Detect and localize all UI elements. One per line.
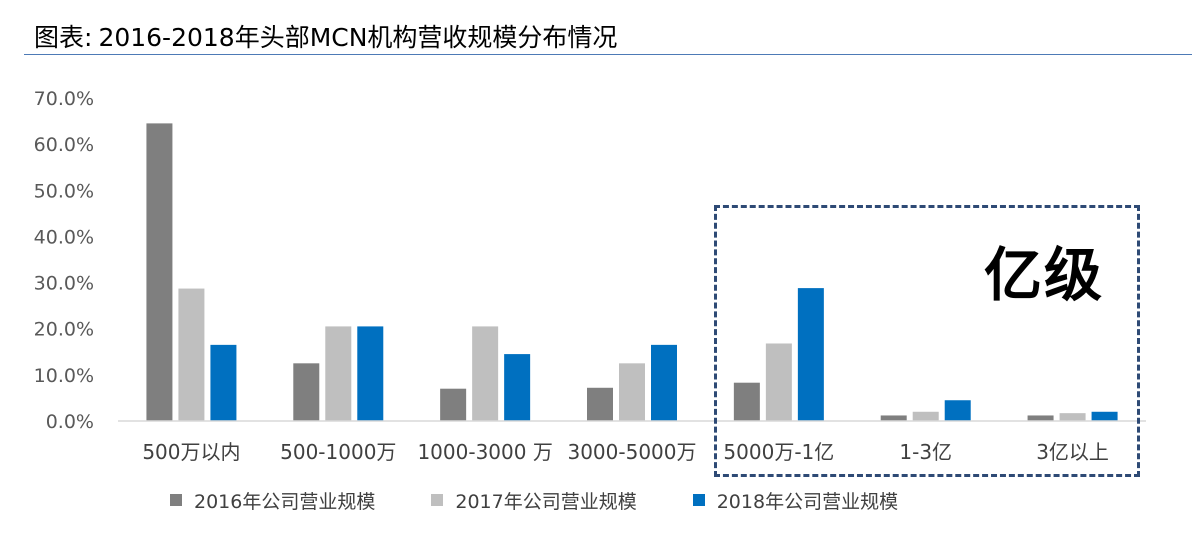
x-tick-label: 500万以内	[142, 440, 240, 464]
bar-2017年公司营业规模-3亿以上	[1059, 413, 1086, 421]
bar-2017年公司营业规模-3000-5000万	[619, 363, 645, 421]
legend-label-2016: 2016年公司营业规模	[194, 490, 376, 513]
bar-2018年公司营业规模-5000万-1亿	[797, 288, 824, 421]
legend-label-2018: 2018年公司营业规模	[716, 490, 899, 513]
bar-2018年公司营业规模-1000-3000 万	[504, 354, 531, 421]
y-axis: 0.0% 10.0% 20.0% 30.0% 40.0% 50.0% 60.0% 70.0%	[34, 88, 94, 433]
x-tick-label: 500-1000万	[280, 440, 396, 464]
chart-title: 图表: 2016-2018年头部MCN机构营收规模分布情况	[34, 18, 617, 54]
y-tick-label: 40.0%	[34, 226, 94, 248]
y-tick-label: 70.0%	[34, 88, 94, 110]
bar-2016年公司营业规模-1-3亿	[880, 415, 907, 421]
bar-2016年公司营业规模-5000万-1亿	[733, 382, 760, 421]
bar-2017年公司营业规模-5000万-1亿	[765, 343, 792, 421]
x-tick-label: 1-3亿	[899, 440, 952, 464]
x-axis: 500万以内 500-1000万 1000-3000 万 3000-5000万 5000…	[142, 440, 1109, 464]
title-underline	[24, 54, 1192, 55]
bar-2018年公司营业规模-3000-5000万	[651, 344, 677, 421]
y-tick-label: 20.0%	[34, 319, 94, 341]
bar-2017年公司营业规模-500-1000万	[325, 326, 352, 421]
y-tick-label: 50.0%	[34, 180, 94, 202]
x-tick-label: 1000-3000 万	[417, 440, 552, 464]
bar-2016年公司营业规模-3亿以上	[1027, 415, 1054, 421]
x-tick-label: 5000万-1亿	[723, 440, 834, 464]
bar-2018年公司营业规模-500万以内	[210, 344, 237, 421]
callout-dashed-box	[714, 205, 1140, 477]
x-tick-label: 3亿以上	[1036, 440, 1109, 464]
legend-item-2016: 2016年公司营业规模	[170, 487, 375, 514]
bar-2016年公司营业规模-500-1000万	[293, 363, 320, 421]
legend-swatch-2017	[431, 494, 444, 506]
legend-swatch-2018	[692, 494, 705, 506]
title-prefix: 图表:	[34, 23, 93, 52]
legend-swatch-2016	[170, 494, 182, 506]
bar-2018年公司营业规模-1-3亿	[944, 400, 971, 421]
callout-label: 亿级	[984, 241, 1105, 309]
bar-2018年公司营业规模-3亿以上	[1091, 411, 1118, 421]
y-tick-label: 10.0%	[34, 365, 94, 387]
bar-2016年公司营业规模-3000-5000万	[587, 387, 613, 421]
y-tick-label: 60.0%	[34, 134, 94, 156]
legend: 2016年公司营业规模 2017年公司营业规模 2018年公司营业规模	[170, 485, 954, 515]
bar-2018年公司营业规模-500-1000万	[357, 326, 384, 421]
bar-2016年公司营业规模-1000-3000 万	[440, 388, 467, 421]
bars-group	[146, 123, 1118, 421]
bar-2017年公司营业规模-500万以内	[178, 288, 205, 421]
title-text: 2016-2018年头部MCN机构营收规模分布情况	[98, 23, 618, 52]
legend-item-2017: 2017年公司营业规模	[431, 487, 637, 514]
bar-2016年公司营业规模-500万以内	[146, 123, 173, 421]
legend-label-2017: 2017年公司营业规模	[455, 490, 637, 513]
y-tick-label: 30.0%	[34, 273, 94, 295]
legend-item-2018: 2018年公司营业规模	[692, 487, 899, 514]
bar-2017年公司营业规模-1-3亿	[912, 411, 939, 421]
bar-2017年公司营业规模-1000-3000 万	[472, 326, 499, 421]
x-tick-label: 3000-5000万	[567, 440, 696, 464]
y-tick-label: 0.0%	[46, 411, 94, 433]
